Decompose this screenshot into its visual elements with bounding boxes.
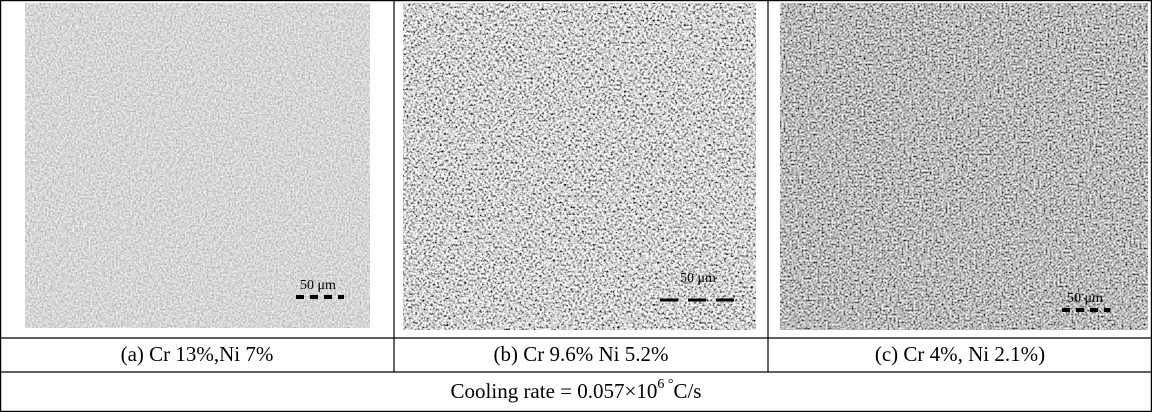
footer-text: Cooling rate = 0.057×106 °C/s	[451, 377, 702, 403]
micrograph	[780, 3, 1148, 330]
scale-label: 50 μm	[680, 271, 716, 286]
micrograph	[25, 3, 370, 328]
caption: (a) Cr 13%,Ni 7%	[121, 342, 274, 366]
micrograph	[403, 3, 756, 330]
caption: (b) Cr 9.6% Ni 5.2%	[494, 342, 669, 366]
footer-superscript: 6 °	[657, 377, 673, 392]
footer-suffix: C/s	[673, 379, 701, 403]
scale-label: 50 μm	[300, 278, 336, 293]
footer-prefix: Cooling rate = 0.057×10	[451, 379, 658, 403]
scale-label: 50 μm	[1067, 291, 1103, 306]
caption: (c) Cr 4%, Ni 2.1%)	[875, 342, 1045, 366]
